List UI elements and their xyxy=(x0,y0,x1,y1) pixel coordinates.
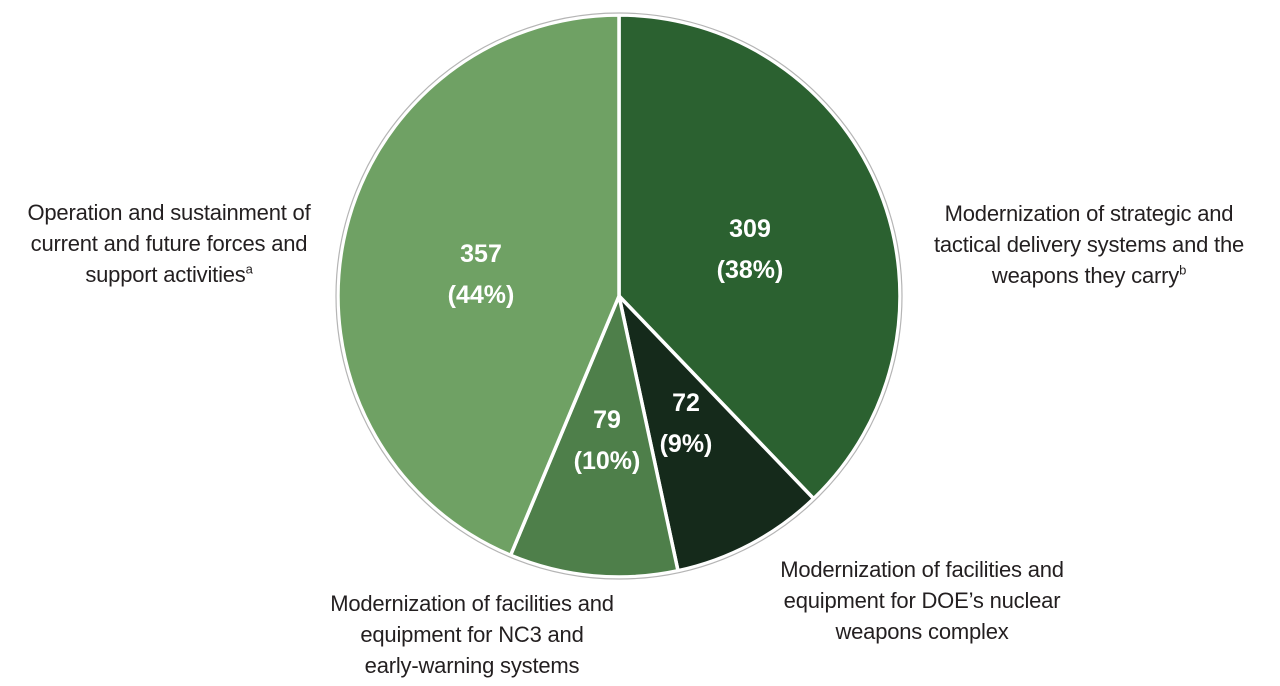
label-nc3-early-warning: Modernization of facilities and equipmen… xyxy=(302,588,642,681)
label-line: Modernization of facilities and xyxy=(330,591,614,616)
slice-value-delivery-systems: 309 (38%) xyxy=(717,209,784,291)
slice-value: 79 xyxy=(593,406,621,434)
label-line: early-warning systems xyxy=(364,653,580,678)
pie-slice-nc3-early-warning xyxy=(508,294,680,579)
label-line: support activitiesa xyxy=(85,261,253,287)
label-line: current and future forces and xyxy=(30,231,308,256)
slice-value: 309 xyxy=(729,215,771,243)
footnote-a-marker: a xyxy=(245,261,253,277)
label-line: tactical delivery systems and the xyxy=(933,232,1245,257)
label-line: equipment for DOE’s nuclear xyxy=(783,588,1061,613)
footnote-b-marker: b xyxy=(1179,262,1187,278)
pie-slices xyxy=(335,12,903,580)
pie-slice-delivery-systems xyxy=(617,13,902,501)
slice-value-operation-sustainment: 357 (44%) xyxy=(448,234,515,316)
label-line: Modernization of facilities and xyxy=(780,557,1064,582)
slice-percent: (38%) xyxy=(716,256,784,284)
slice-value-nc3-early-warning: 79 (10%) xyxy=(574,400,641,482)
label-doe-weapons-complex: Modernization of facilities and equipmen… xyxy=(747,554,1097,647)
label-line: Operation and sustainment of xyxy=(27,200,311,225)
label-line: equipment for NC3 and xyxy=(360,622,584,647)
label-line: Modernization of strategic and xyxy=(944,201,1234,226)
label-operation-sustainment: Operation and sustainment of current and… xyxy=(6,197,332,290)
slice-value-doe-weapons-complex: 72 (9%) xyxy=(660,383,713,465)
pie-outline xyxy=(335,12,903,580)
slice-value: 72 xyxy=(672,389,700,417)
label-line: weapons they carryb xyxy=(991,262,1187,288)
slice-percent: (44%) xyxy=(447,281,515,309)
label-line: weapons complex xyxy=(835,619,1009,644)
slice-value: 357 xyxy=(460,240,502,268)
pie-slice-doe-weapons-complex xyxy=(617,294,816,573)
pie-slice-operation-sustainment xyxy=(336,13,621,557)
label-delivery-systems: Modernization of strategic and tactical … xyxy=(908,198,1270,291)
slice-percent: (10%) xyxy=(573,447,641,475)
slice-percent: (9%) xyxy=(659,430,713,458)
